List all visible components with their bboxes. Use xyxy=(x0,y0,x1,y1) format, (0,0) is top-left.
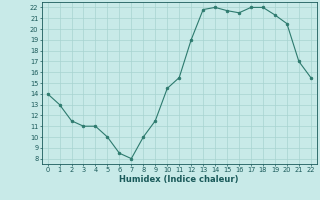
X-axis label: Humidex (Indice chaleur): Humidex (Indice chaleur) xyxy=(119,175,239,184)
